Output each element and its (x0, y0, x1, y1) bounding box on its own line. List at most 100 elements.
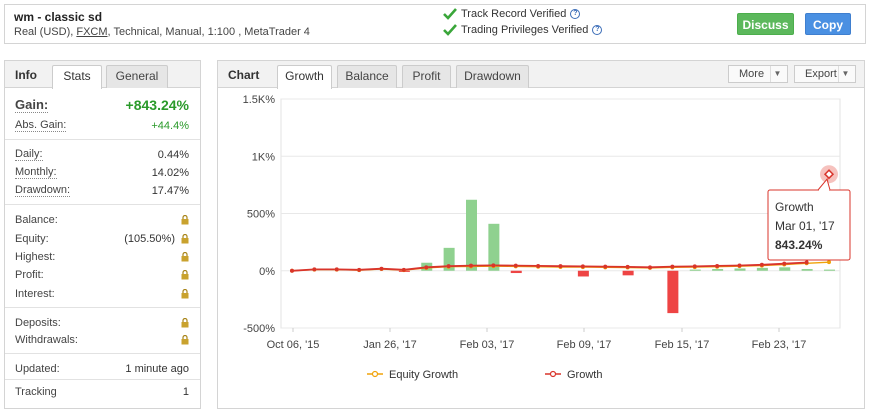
track-record-label: Track Record Verified (461, 8, 567, 20)
profit-row: Profit: (15, 269, 189, 281)
highlight-point (823, 169, 835, 180)
y-tick-label: 1.5K% (243, 94, 276, 106)
gain-label: Gain: (15, 97, 49, 113)
abs-gain-value: +44.4% (151, 119, 189, 132)
bar (734, 268, 746, 271)
x-tick-label: Feb 09, '17 (557, 339, 612, 351)
bar (510, 270, 522, 274)
broker-link[interactable]: FXCM (76, 26, 108, 38)
x-tick-label: Jan 26, '17 (363, 339, 416, 351)
tab-profit[interactable]: Profit (402, 65, 451, 88)
interest-row: Interest: (15, 288, 189, 300)
growth-chart[interactable]: 1.5K% 1K% 500% 0% -500% Oct 06, '15 Jan 26, '1… (218, 88, 864, 408)
gain-row: Gain: +843.24% (15, 97, 189, 113)
deposits-label: Deposits: (15, 317, 61, 329)
tab-growth[interactable]: Growth (277, 65, 332, 89)
drawdown-value: 17.47% (151, 184, 189, 197)
data-point (491, 263, 496, 268)
tracking-row: Tracking 1 (15, 386, 189, 398)
info-label: Info (15, 68, 37, 82)
profit-label: Profit: (15, 269, 44, 281)
data-point (782, 261, 787, 266)
check-icon (443, 8, 457, 20)
updated-label: Updated: (15, 363, 60, 375)
trading-privileges-label: Trading Privileges Verified (461, 24, 589, 36)
export-dropdown[interactable]: Export ▼ (794, 65, 856, 83)
data-point (290, 268, 294, 273)
info-tabbar: Info Stats General (5, 61, 200, 89)
y-tick-label: -500% (243, 323, 275, 335)
bar (466, 199, 477, 271)
export-label: Export (805, 68, 837, 80)
divider (5, 379, 200, 380)
bar (756, 267, 768, 271)
bar (577, 270, 589, 277)
monthly-row: Monthly: 14.02% (15, 166, 189, 179)
discuss-button[interactable]: Discuss (737, 13, 794, 35)
data-point (737, 263, 742, 268)
track-record-verified: Track Record Verified ? (443, 8, 581, 20)
y-tick-label: 1K% (252, 151, 275, 163)
system-header: wm - classic sd Real (USD), FXCM, Techni… (4, 4, 866, 44)
legend-label: Growth (567, 369, 602, 381)
data-point (648, 265, 652, 270)
gain-value: +843.24% (125, 97, 189, 113)
data-point (827, 260, 831, 265)
withdrawals-label: Withdrawals: (15, 334, 78, 346)
account-details: , Technical, Manual, 1:100 , MetaTrader … (107, 26, 310, 38)
equity-row: Equity: (105.50%) (15, 233, 189, 245)
updated-row: Updated: 1 minute ago (15, 363, 189, 375)
withdrawals-row: Withdrawals: (15, 334, 189, 346)
data-point (334, 267, 339, 272)
data-point (312, 267, 317, 272)
lock-icon (181, 289, 189, 299)
lock-icon (181, 335, 189, 345)
data-point (513, 263, 518, 268)
data-point (536, 263, 541, 268)
chevron-down-icon: ▼ (770, 66, 784, 82)
bar (488, 223, 500, 271)
tab-stats[interactable]: Stats (52, 65, 102, 89)
copy-button[interactable]: Copy (805, 13, 851, 35)
tooltip-value: 843.24% (775, 238, 823, 252)
balance-row: Balance: (15, 214, 189, 226)
drawdown-row: Drawdown: 17.47% (15, 184, 189, 197)
equity-label: Equity: (15, 233, 49, 245)
daily-row: Daily: 0.44% (15, 148, 189, 161)
data-point (670, 264, 675, 269)
bar (801, 269, 813, 271)
more-dropdown[interactable]: More ▼ (728, 65, 788, 83)
trading-privileges-verified: Trading Privileges Verified ? (443, 24, 603, 36)
tooltip-title: Growth (775, 200, 814, 214)
x-tick-label: Feb 03, '17 (460, 339, 515, 351)
divider (5, 353, 200, 354)
data-point (446, 264, 451, 269)
bar (622, 270, 634, 276)
monthly-label: Monthly: (15, 166, 57, 179)
highest-row: Highest: (15, 251, 189, 263)
tab-general[interactable]: General (106, 65, 168, 88)
chart-tabbar: Chart Growth Balance Profit Drawdown Mor… (218, 61, 864, 89)
legend-label: Equity Growth (389, 369, 458, 381)
more-label: More (739, 68, 765, 80)
balance-label: Balance: (15, 214, 58, 226)
bar (824, 269, 835, 271)
lock-icon (181, 234, 189, 244)
equity-value: (105.50%) (124, 233, 175, 245)
bar (779, 267, 791, 271)
abs-gain-row: Abs. Gain: +44.4% (15, 119, 189, 132)
tab-balance[interactable]: Balance (337, 65, 397, 88)
data-point (401, 267, 406, 272)
data-point (759, 262, 764, 267)
data-point (424, 265, 429, 270)
tooltip-box (767, 189, 851, 261)
divider (5, 139, 200, 140)
system-title: wm - classic sd (14, 10, 103, 24)
tab-drawdown[interactable]: Drawdown (456, 65, 529, 88)
help-icon[interactable]: ? (570, 9, 581, 19)
data-point (357, 267, 362, 272)
help-icon[interactable]: ? (592, 25, 603, 35)
updated-value: 1 minute ago (125, 363, 189, 375)
daily-value: 0.44% (157, 148, 189, 161)
tooltip-date: Mar 01, '17 (775, 219, 835, 233)
